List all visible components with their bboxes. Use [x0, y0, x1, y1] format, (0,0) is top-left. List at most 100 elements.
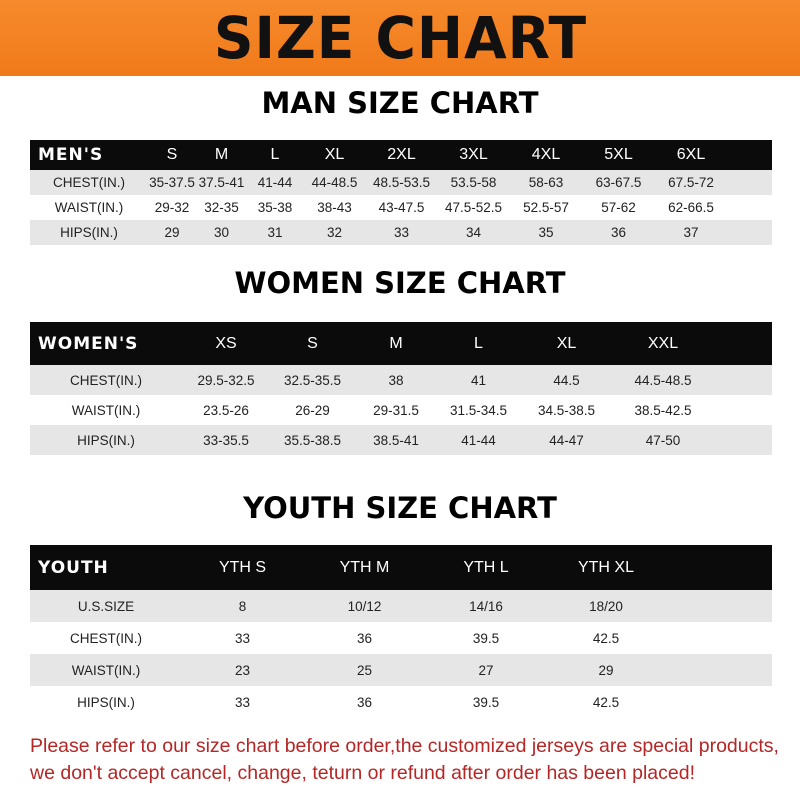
table-cell: 14/16 — [469, 598, 503, 614]
table-cell: 29 — [598, 662, 614, 678]
table-cell: 67.5-72 — [668, 175, 714, 190]
table-row: HIPS(IN.) 33-35.5 35.5-38.5 38.5-41 41-44 44-… — [30, 425, 772, 455]
table-cell: 33 — [393, 225, 410, 240]
size-header: YTH XL — [577, 558, 634, 576]
table-cell: 35-37.5 — [149, 175, 195, 190]
table-cell: 34.5-38.5 — [537, 402, 596, 418]
table-row: WAIST(IN.) 29-32 32-35 35-38 38-43 43-47.5 47.… — [30, 195, 772, 220]
table-cell: 8 — [238, 598, 247, 614]
table-row: WAIST(IN.) 23.5-26 26-29 29-31.5 31.5-34.5 34… — [30, 395, 772, 425]
table-cell: 41-44 — [257, 175, 293, 190]
table-cell: 43-47.5 — [378, 200, 425, 215]
title-banner: SIZE CHART — [0, 0, 800, 76]
table-cell: 29.5-32.5 — [197, 372, 255, 388]
table-row: CHEST(IN.) 33 36 39.5 42.5 — [30, 622, 772, 654]
table-cell: 36 — [356, 694, 373, 710]
youth-section-title: YOUTH SIZE CHART — [243, 491, 557, 525]
table-cell: 52.5-57 — [523, 200, 569, 215]
table-cell: 34 — [465, 225, 482, 240]
table-cell: 36 — [356, 630, 373, 646]
men-section-title: MAN SIZE CHART — [261, 86, 539, 120]
table-cell: 23.5-26 — [203, 402, 249, 418]
table-cell: 44-47 — [549, 432, 584, 448]
size-header: L — [474, 334, 483, 352]
table-row: WAIST(IN.) 23 25 27 29 — [30, 654, 772, 686]
table-header-row: MEN'S S M L XL 2XL 3XL 4XL 5XL 6XL — [30, 140, 772, 170]
table-cell: 42.5 — [592, 630, 620, 646]
table-cell: 30 — [213, 225, 230, 240]
table-cell: 39.5 — [472, 630, 500, 646]
table-cell: 25 — [356, 662, 373, 678]
notice-line-2: we don't accept cancel, change, teturn o… — [30, 762, 695, 784]
size-header: 3XL — [459, 146, 488, 163]
size-header: S — [307, 334, 318, 352]
row-label: WAIST(IN.) — [71, 662, 141, 678]
table-cell: 18/20 — [589, 598, 623, 614]
size-header: YTH M — [339, 558, 390, 576]
table-cell: 31 — [267, 225, 283, 240]
table-cell: 44-48.5 — [311, 175, 358, 190]
size-header: XL — [556, 334, 577, 352]
table-cell: 32 — [326, 225, 343, 240]
table-cell: 37.5-41 — [198, 175, 245, 190]
row-label: WAIST(IN.) — [71, 402, 141, 418]
size-header: M — [214, 146, 229, 163]
women-size-table: WOMEN'S XS S M L XL XXL CHEST(IN.) 29.5-32.5 32.5… — [30, 322, 772, 455]
women-section-title: WOMEN SIZE CHART — [234, 266, 566, 300]
table-header-row: WOMEN'S XS S M L XL XXL — [30, 322, 772, 365]
table-cell: 36 — [610, 225, 627, 240]
row-label: HIPS(IN.) — [77, 694, 135, 710]
table-cell: 47-50 — [645, 432, 681, 448]
size-header: YTH S — [218, 558, 267, 576]
table-cell: 41 — [470, 372, 487, 388]
size-header: YTH L — [463, 558, 509, 576]
table-cell: 57-62 — [601, 200, 636, 215]
size-header: 2XL — [387, 146, 416, 163]
row-label: U.S.SIZE — [77, 598, 135, 614]
size-header: 5XL — [604, 146, 633, 163]
table-cell: 53.5-58 — [450, 175, 497, 190]
youth-size-table: YOUTH YTH S YTH M YTH L YTH XL U.S.SIZE 8 10/12… — [30, 545, 772, 718]
table-cell: 31.5-34.5 — [449, 402, 508, 418]
table-cell: 38 — [388, 372, 404, 388]
notice-line-1: Please refer to our size chart before or… — [30, 735, 779, 757]
table-cell: 62-66.5 — [668, 200, 714, 215]
row-label: YOUTH — [38, 557, 109, 578]
row-label: MEN'S — [38, 145, 104, 165]
table-cell: 10/12 — [347, 598, 382, 614]
row-label: CHEST(IN.) — [53, 175, 125, 190]
table-cell: 26-29 — [295, 402, 330, 418]
table-cell: 35-38 — [257, 200, 293, 215]
size-header: 6XL — [676, 146, 706, 163]
table-cell: 29-32 — [154, 200, 190, 215]
size-header: S — [166, 146, 178, 163]
table-header-row: YOUTH YTH S YTH M YTH L YTH XL — [30, 545, 772, 590]
table-cell: 32-35 — [204, 200, 239, 215]
table-cell: 44.5-48.5 — [634, 372, 692, 388]
table-cell: 27 — [478, 662, 494, 678]
table-row: HIPS(IN.) 29 30 31 32 33 34 35 36 37 — [30, 220, 772, 245]
row-label: HIPS(IN.) — [77, 432, 135, 448]
table-cell: 29 — [164, 225, 180, 240]
table-cell: 42.5 — [592, 694, 620, 710]
table-cell: 38-43 — [317, 200, 352, 215]
size-header: XXL — [647, 334, 679, 352]
table-cell: 58-63 — [528, 175, 564, 190]
men-size-table: MEN'S S M L XL 2XL 3XL 4XL 5XL 6XL CHEST(IN.) 35-37… — [30, 140, 772, 245]
table-cell: 38.5-41 — [373, 432, 419, 448]
table-cell: 48.5-53.5 — [372, 175, 431, 190]
table-cell: 33-35.5 — [203, 432, 249, 448]
table-row: HIPS(IN.) 33 36 39.5 42.5 — [30, 686, 772, 718]
page-title: SIZE CHART — [213, 4, 587, 72]
table-cell: 39.5 — [472, 694, 500, 710]
table-cell: 32.5-35.5 — [283, 372, 342, 388]
table-cell: 63-67.5 — [595, 175, 642, 190]
size-header: 4XL — [531, 146, 561, 163]
table-cell: 35.5-38.5 — [283, 432, 342, 448]
row-label: WOMEN'S — [38, 333, 139, 354]
table-cell: 38.5-42.5 — [634, 402, 692, 418]
size-header: M — [389, 334, 403, 352]
row-label: HIPS(IN.) — [60, 225, 118, 240]
row-label: WAIST(IN.) — [54, 200, 124, 215]
size-header: XS — [215, 334, 237, 352]
